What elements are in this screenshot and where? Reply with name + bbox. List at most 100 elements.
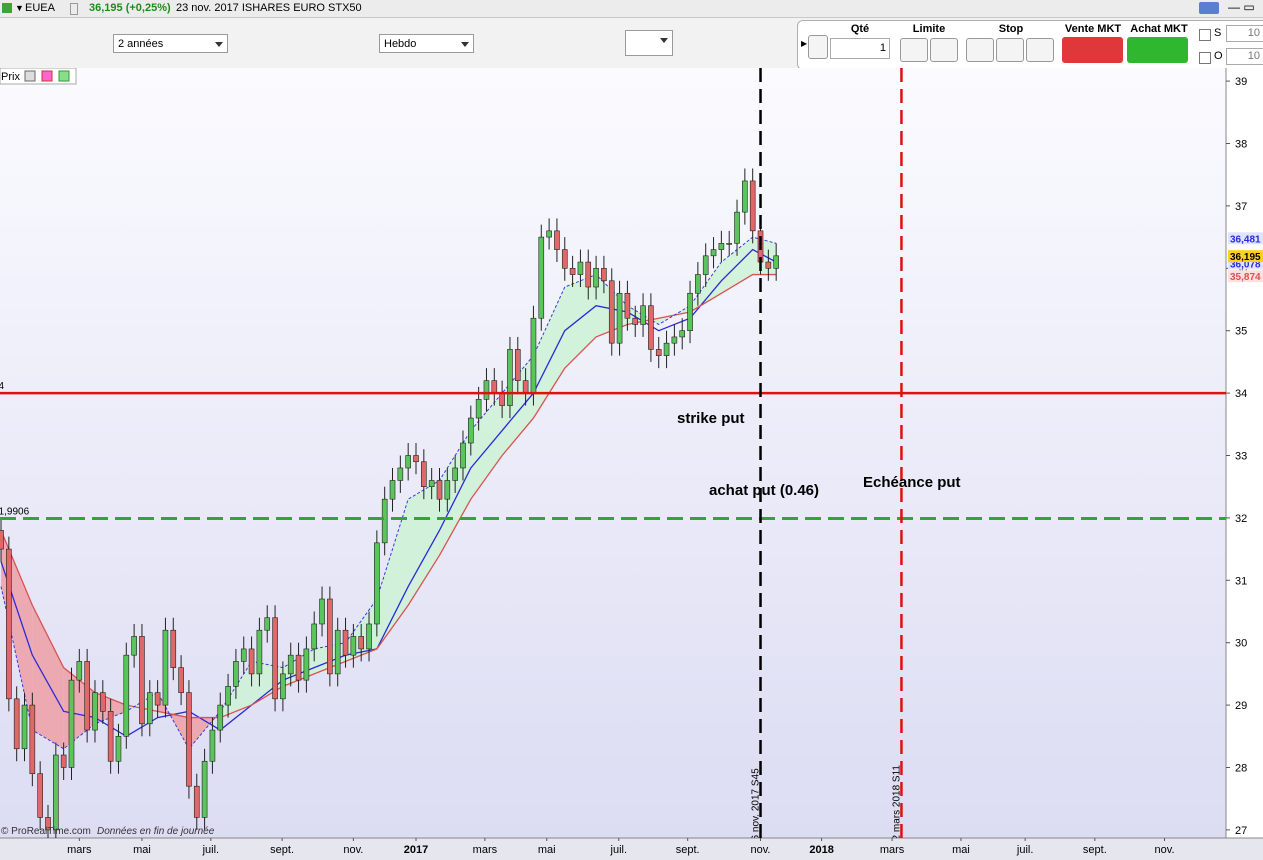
x-tick-label: nov. (1155, 844, 1175, 856)
source: © ProRealTime.com (1, 826, 91, 837)
candle-body (444, 480, 451, 500)
candle-body (601, 267, 607, 282)
candle-body (374, 542, 380, 625)
y-tick-label: 27 (1235, 825, 1247, 837)
buy-button[interactable] (1127, 37, 1188, 63)
x-tick-label: mars (67, 844, 92, 856)
price-label: 35,874 (1230, 272, 1261, 283)
sell-label: Vente MKT (1064, 23, 1122, 35)
candle-body (13, 698, 20, 750)
candle-body (710, 249, 717, 257)
candle-body (452, 467, 458, 481)
o-checkbox[interactable] (1199, 52, 1211, 64)
window-controls[interactable]: — ▭ (1228, 0, 1255, 14)
candle-body (546, 230, 552, 238)
keyboard-icon[interactable] (1199, 2, 1219, 14)
candle-body (734, 211, 740, 244)
candle-body (303, 648, 310, 681)
dropdown-arrow[interactable]: ▼ (15, 3, 24, 13)
sell-icon[interactable] (41, 70, 53, 82)
candle-body (749, 180, 756, 232)
x-tick-label: mai (952, 844, 970, 856)
candle-body (272, 617, 278, 700)
x-tick-label: nov. (343, 844, 363, 856)
date-label: 12 mars 2018 S11 (891, 765, 902, 846)
candle-body (687, 292, 693, 331)
candle-body (327, 598, 333, 675)
stop-button-1[interactable] (966, 38, 994, 62)
buy-label: Achat MKT (1130, 23, 1188, 35)
limit-sell-button[interactable] (900, 38, 928, 62)
level-label: 31,9906 (0, 506, 30, 517)
plot-background (0, 68, 1226, 838)
candle-body (742, 180, 748, 213)
wrench-icon[interactable] (24, 70, 36, 82)
x-tick-label: juil. (610, 844, 628, 856)
expand-arrow[interactable]: ▶ (801, 39, 808, 48)
y-tick-label: 30 (1235, 638, 1247, 650)
candle-body (514, 349, 521, 381)
candle-body (718, 243, 725, 250)
cloud (376, 499, 409, 649)
o-input[interactable]: 10 (1226, 48, 1263, 65)
candle-body (170, 629, 177, 668)
candle-body (139, 636, 145, 725)
candle-body (702, 255, 709, 275)
cloud (408, 480, 440, 606)
y-tick-label: 34 (1235, 388, 1247, 400)
candle-body (397, 467, 404, 481)
candle-body (84, 661, 90, 731)
date-label: 16 nov. 2017 S45 (751, 768, 762, 846)
candle-body (695, 274, 701, 294)
symbol[interactable]: EUEA (25, 2, 55, 14)
cloud (533, 287, 565, 419)
candle-body (76, 661, 83, 681)
stop-button-3[interactable] (1026, 38, 1054, 62)
candle-body (280, 673, 286, 700)
candle-body (499, 392, 505, 406)
candle-body (311, 623, 318, 650)
candle-body (468, 417, 474, 444)
s-input[interactable]: 10 (1226, 25, 1263, 42)
candle-body (248, 648, 255, 675)
candle-body (475, 399, 482, 419)
candle-body (381, 498, 388, 544)
price-label-box (1228, 270, 1263, 283)
y-tick-label: 29 (1235, 700, 1247, 712)
s-checkbox[interactable] (1199, 29, 1211, 41)
candle-body (37, 773, 43, 818)
candle-body (436, 480, 443, 500)
candle-body (773, 255, 779, 269)
interval-select[interactable]: Hebdo (379, 34, 474, 53)
candle-body (389, 480, 396, 500)
limit-buy-button[interactable] (930, 38, 958, 62)
buy-icon[interactable] (58, 70, 70, 82)
price-label: 36,078 (1230, 259, 1261, 270)
candle-body (162, 629, 169, 706)
y-tick-label: 32 (1235, 513, 1247, 525)
y-tick-label: 38 (1235, 139, 1247, 151)
candle-body (413, 455, 419, 463)
candle-body (491, 380, 498, 394)
candle-body (154, 692, 161, 706)
period-select[interactable]: 2 années (113, 34, 228, 53)
settings-button[interactable] (808, 35, 828, 59)
plot: 16 nov. 2017 S45 12 mars 2018 S11 (0, 68, 1226, 846)
panel-label: Prix (1, 71, 20, 83)
candle-body (0, 530, 4, 550)
stop-button-2[interactable] (996, 38, 1024, 62)
x-tick-label: mars (473, 844, 498, 856)
price-label-box (1228, 250, 1263, 263)
period: 2 années (118, 38, 164, 50)
x-tick-label: sept. (676, 844, 700, 856)
candle-body (358, 636, 364, 650)
qty-input[interactable]: 1 (830, 38, 890, 59)
y-tick-label: 35 (1235, 326, 1247, 338)
x-tick-label: nov. (751, 844, 771, 856)
x-tick-label: 2018 (809, 844, 833, 856)
candle-body (679, 330, 686, 338)
chart-type-select[interactable] (625, 30, 673, 56)
candle-body (115, 735, 122, 762)
sell-button[interactable] (1062, 37, 1123, 63)
candle-body (201, 760, 208, 818)
